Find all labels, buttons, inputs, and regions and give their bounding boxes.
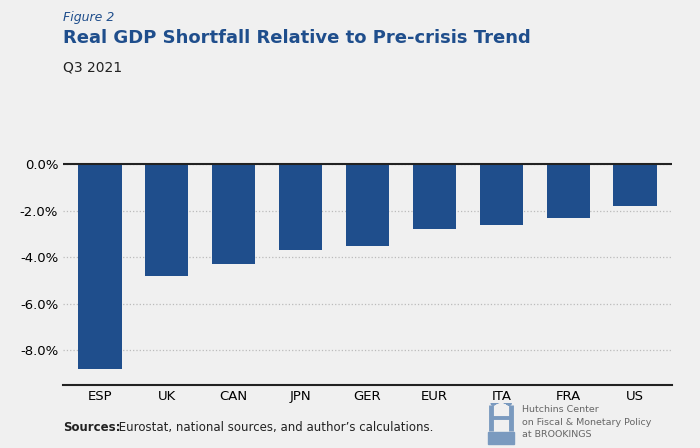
Bar — [547, 164, 590, 218]
Text: Real GDP Shortfall Relative to Pre-crisis Trend: Real GDP Shortfall Relative to Pre-crisi… — [63, 29, 531, 47]
Text: Sources:: Sources: — [63, 421, 120, 434]
Text: Figure 2: Figure 2 — [63, 11, 114, 24]
Bar — [279, 164, 322, 250]
Bar — [346, 164, 389, 246]
Bar — [78, 164, 122, 369]
Text: Eurostat, national sources, and author’s calculations.: Eurostat, national sources, and author’s… — [116, 421, 434, 434]
Bar — [613, 164, 657, 206]
Bar — [212, 164, 256, 264]
Bar — [488, 432, 514, 444]
Text: Hutchins Center
on Fiscal & Monetary Policy
at BROOKINGS: Hutchins Center on Fiscal & Monetary Pol… — [522, 405, 651, 439]
Bar — [413, 164, 456, 229]
Bar — [145, 164, 188, 276]
Text: Q3 2021: Q3 2021 — [63, 60, 122, 74]
Bar — [480, 164, 523, 224]
